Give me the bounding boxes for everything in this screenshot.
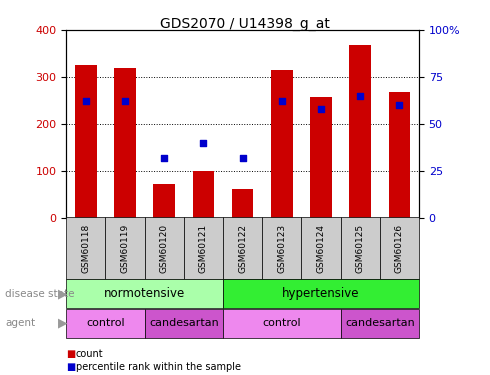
Text: GSM60118: GSM60118 — [81, 224, 90, 273]
Point — [121, 98, 129, 104]
Text: hypertensive: hypertensive — [282, 287, 360, 300]
Bar — [301, 217, 341, 279]
Bar — [66, 279, 223, 308]
Text: ■: ■ — [66, 362, 75, 372]
Bar — [262, 217, 301, 279]
Point — [278, 98, 286, 104]
Text: GSM60121: GSM60121 — [199, 224, 208, 273]
Text: control: control — [86, 318, 124, 328]
Text: GSM60126: GSM60126 — [395, 224, 404, 273]
Bar — [114, 68, 136, 218]
Text: GSM60119: GSM60119 — [121, 224, 129, 273]
Point — [356, 93, 364, 99]
Text: percentile rank within the sample: percentile rank within the sample — [76, 362, 241, 372]
Text: agent: agent — [5, 318, 35, 328]
Bar — [66, 217, 105, 279]
Bar — [184, 217, 223, 279]
Bar — [271, 70, 293, 217]
Point — [82, 98, 90, 104]
Bar — [310, 97, 332, 218]
Point — [395, 102, 403, 108]
Bar — [341, 309, 419, 338]
Text: candesartan: candesartan — [149, 318, 219, 328]
Bar — [232, 189, 253, 217]
Bar — [223, 217, 262, 279]
Bar — [66, 309, 145, 338]
Bar — [223, 279, 419, 308]
Text: GDS2070 / U14398_g_at: GDS2070 / U14398_g_at — [160, 17, 330, 31]
Bar — [349, 45, 371, 218]
Text: GSM60124: GSM60124 — [317, 224, 325, 273]
Point — [317, 106, 325, 112]
Bar — [193, 171, 214, 217]
Point — [199, 140, 207, 146]
Text: GSM60125: GSM60125 — [356, 224, 365, 273]
Point — [239, 154, 246, 160]
Text: candesartan: candesartan — [345, 318, 415, 328]
Bar — [105, 217, 145, 279]
Bar — [75, 65, 97, 218]
Bar — [145, 217, 184, 279]
Text: GSM60123: GSM60123 — [277, 224, 286, 273]
Bar — [223, 309, 341, 338]
Text: disease state: disease state — [5, 289, 74, 299]
Bar — [153, 184, 175, 218]
Text: ▶: ▶ — [58, 316, 68, 330]
Text: GSM60120: GSM60120 — [160, 224, 169, 273]
Bar — [380, 217, 419, 279]
Bar — [145, 309, 223, 338]
Text: ▶: ▶ — [58, 287, 68, 300]
Text: ■: ■ — [66, 350, 75, 359]
Text: normotensive: normotensive — [104, 287, 185, 300]
Point — [160, 154, 168, 160]
Text: GSM60122: GSM60122 — [238, 224, 247, 273]
Text: control: control — [263, 318, 301, 328]
Bar — [389, 92, 410, 218]
Text: count: count — [76, 350, 103, 359]
Bar — [341, 217, 380, 279]
